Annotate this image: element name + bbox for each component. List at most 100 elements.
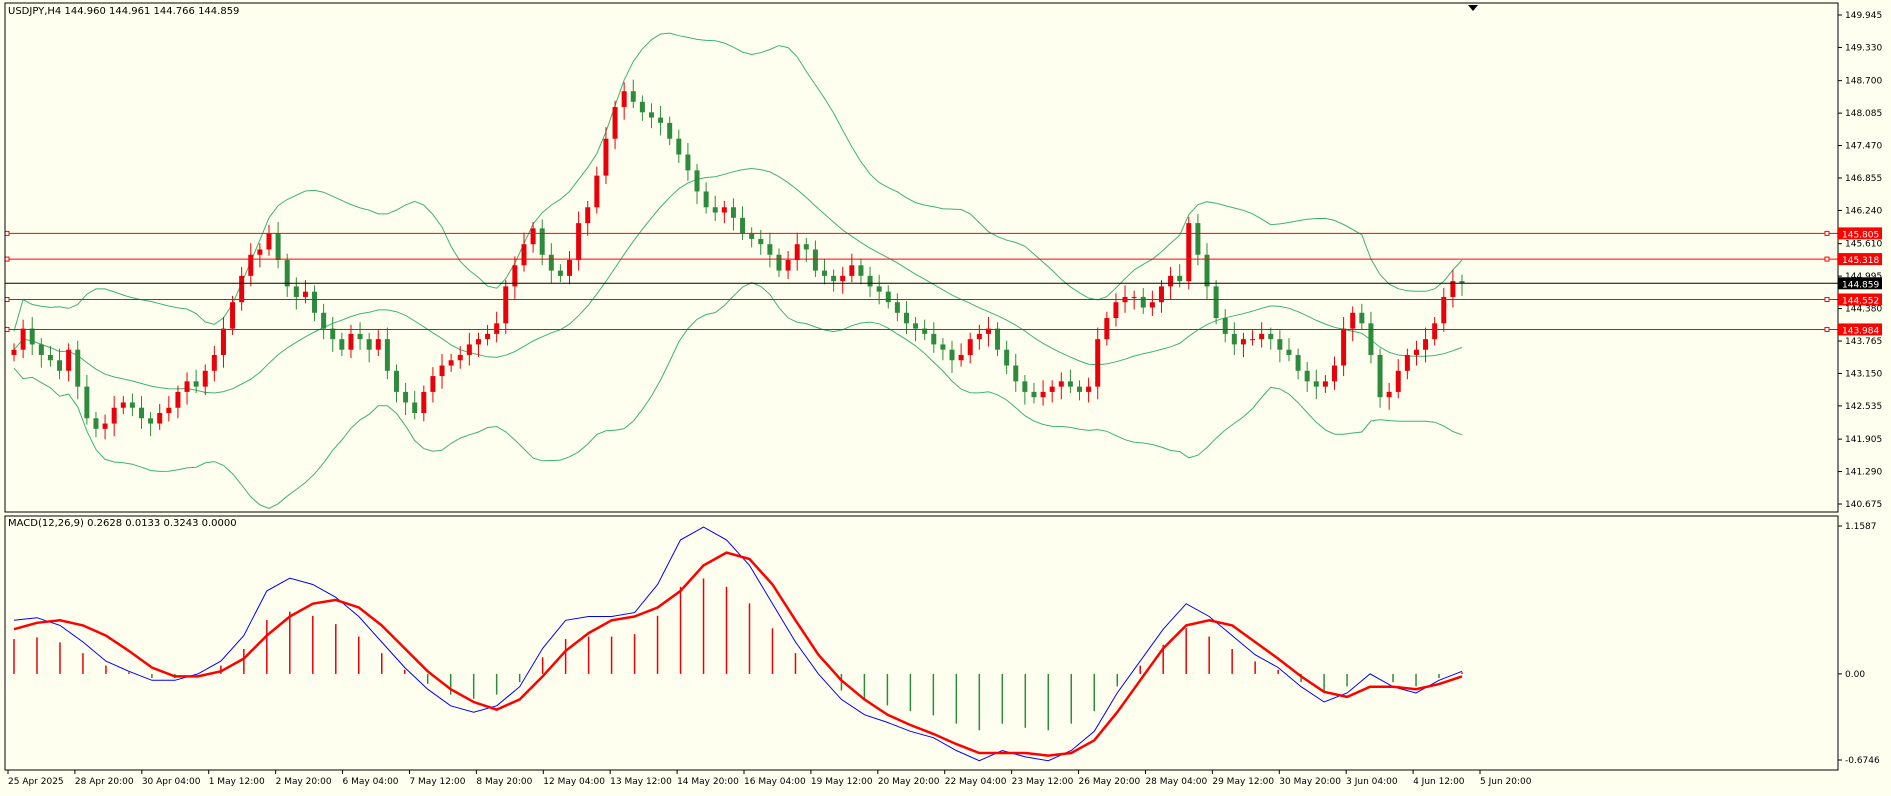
candle-body [1413,349,1419,355]
candle-body [1332,365,1338,382]
candle [694,164,700,205]
time-tick-label: 12 May 04:00 [543,777,605,787]
level-price-label: 145.805 [1842,230,1879,240]
candle [1277,330,1283,363]
price-tick-label: 148.085 [1845,109,1882,119]
candle-body [1350,312,1356,329]
candle [239,266,245,311]
candle-body [822,270,828,276]
time-tick-label: 22 May 04:00 [945,777,1007,787]
candle [1404,348,1410,380]
candle-body [703,191,709,208]
candle-body [976,333,982,340]
candle-body [75,349,81,387]
candle [138,396,144,429]
candle-body [339,339,345,350]
candle-body [949,349,955,361]
candle-body [38,344,44,355]
candle-body [557,270,563,276]
candle-body [202,370,208,387]
candle-body [430,376,436,392]
candle [57,348,63,380]
price-tick-label: 144.380 [1845,305,1882,315]
price-tick-label: 142.535 [1845,402,1882,412]
candle-body [457,354,463,361]
candle [1058,372,1064,400]
candle [940,338,946,361]
candle [1186,216,1192,290]
candle-body [1240,339,1246,345]
candle-body [840,275,846,282]
candle [120,396,126,415]
candle-body [312,291,318,313]
candle-body [512,265,518,287]
candle-body [1432,323,1438,340]
candle [66,343,72,382]
candle-body [676,138,682,155]
time-tick-label: 13 May 12:00 [610,777,672,787]
candle [931,322,937,353]
candle [330,316,336,352]
level-handle-left [4,230,10,236]
candle [1423,327,1429,363]
candle [667,116,673,146]
candle-body [794,244,800,261]
candle [29,316,35,355]
candle-body [1067,381,1073,387]
candle [776,248,782,277]
time-tick-label: 30 May 20:00 [1279,777,1341,787]
bollinger-lower [13,281,1463,510]
candle [20,319,26,359]
candle [220,316,226,368]
candle-body [1140,296,1146,308]
candle-body [594,175,600,208]
candle-body [1004,349,1010,366]
candle-body [1168,275,1174,287]
candle [985,316,991,347]
level-price-label: 144.552 [1842,296,1879,306]
time-tick-label: 7 May 12:00 [409,777,465,787]
candle-body [1404,354,1410,371]
candle [1104,311,1110,346]
candle-body [439,365,445,377]
candle-body [220,328,226,355]
candle-body [767,244,773,255]
candle-body [1386,391,1392,398]
candle [967,332,973,364]
candle-body [931,333,937,345]
candle-body [658,117,664,123]
candle [439,353,445,389]
candle-body [1459,281,1465,284]
level-handle-left [4,256,10,262]
candle-body [20,328,26,350]
candle [503,280,509,334]
candle-body [1277,339,1283,350]
macd-tick-label: 1.1587 [1845,522,1877,532]
candle-body [785,260,791,271]
candle [230,295,236,335]
macd-main-line [13,526,1463,762]
candle-body [193,381,199,387]
candle [466,332,472,366]
candle-body [230,302,236,329]
candle [1195,214,1201,266]
candle [1049,380,1055,403]
candle [1077,380,1083,401]
candle-body [1186,223,1192,282]
candle [1231,322,1237,355]
candle [548,243,554,284]
time-tick-label: 28 Apr 20:00 [75,777,134,787]
price-tick-label: 141.290 [1845,468,1882,478]
time-tick-label: 5 Jun 20:00 [1480,777,1532,787]
candle-body [967,339,973,355]
candle-body [1095,339,1101,387]
candle [894,293,900,322]
candle [102,414,108,440]
candle [1259,322,1265,348]
candle-body [1177,275,1183,282]
candle-body [1013,365,1019,382]
candle [648,103,654,129]
candle [193,369,199,393]
